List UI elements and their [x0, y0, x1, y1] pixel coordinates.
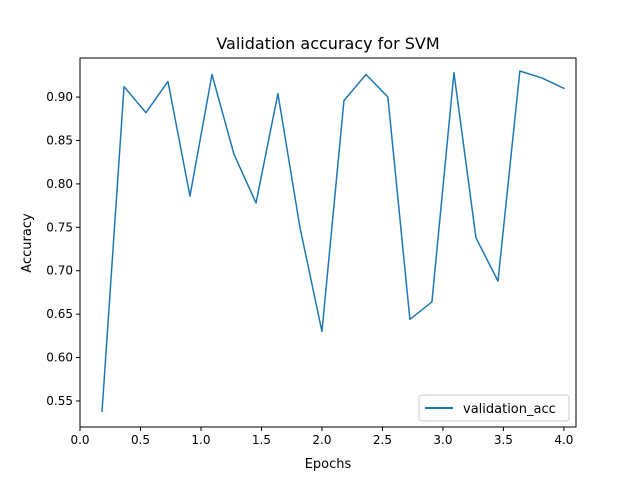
series-line-validation_acc: [101, 70, 565, 413]
series-layer: [101, 70, 565, 413]
legend-box: [418, 394, 570, 422]
plot-frame: [79, 57, 577, 428]
y-tick-label: 0.75: [46, 220, 73, 234]
x-tick-label: 1.5: [252, 433, 271, 447]
y-axis-label: Accuracy: [20, 213, 35, 273]
x-axis-ticks: 0.0 0.5 1.0 1.5 2.0 2.5 3.0 3.5 4.0: [70, 427, 573, 447]
x-tick-label: 0.0: [70, 433, 89, 447]
y-tick-label: 0.65: [46, 307, 73, 321]
y-axis-ticks: 0.55 0.60 0.65 0.70 0.75 0.80 0.85 0.90: [46, 90, 80, 408]
y-tick-label: 0.90: [46, 90, 73, 104]
legend: validation_acc: [418, 394, 570, 422]
x-tick-label: 4.0: [554, 433, 573, 447]
x-tick-label: 2.5: [373, 433, 392, 447]
x-tick-label: 1.0: [191, 433, 210, 447]
x-tick-label: 2.0: [312, 433, 331, 447]
y-tick-label: 0.60: [46, 351, 73, 365]
y-tick-label: 0.55: [46, 394, 73, 408]
x-tick-label: 3.5: [494, 433, 513, 447]
y-tick-label: 0.70: [46, 264, 73, 278]
x-axis-label: Epochs: [305, 457, 352, 472]
legend-label: validation_acc: [463, 402, 556, 417]
x-tick-label: 0.5: [131, 433, 150, 447]
chart-title: Validation accuracy for SVM: [216, 34, 439, 53]
x-tick-label: 3.0: [433, 433, 452, 447]
y-tick-label: 0.80: [46, 177, 73, 191]
y-tick-label: 0.85: [46, 133, 73, 147]
